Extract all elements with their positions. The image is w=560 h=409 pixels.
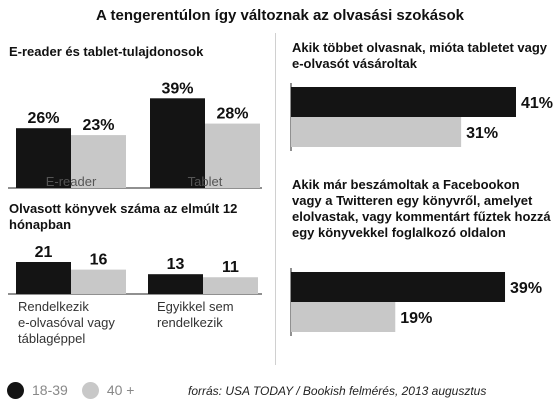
panel-books-title: Olvasott könyvek száma az elmúlt 12 hóna… [9, 201, 238, 232]
category-label-p2-0-line0: Rendelkezik [18, 299, 89, 314]
category-label-p2-1-line0: Egyikkel sem [157, 299, 234, 314]
bar-p4-s0 [291, 272, 506, 302]
value-label-p2-c1-s0: 13 [167, 256, 185, 273]
panel-divider [275, 33, 276, 365]
chart-title: A tengerentúlon így változnak az olvasás… [96, 7, 464, 24]
category-label-p1-1: Tablet [188, 174, 223, 189]
bar-p2-c0-s0 [16, 262, 71, 294]
value-label-p1-c1-s1: 28% [216, 106, 248, 123]
category-label-p2-0-line1: e-olvasóval vagy [18, 315, 115, 330]
bar-p3-s1 [291, 117, 462, 147]
panel-social-title: Akik már beszámoltak a Facebookon vagy a… [292, 177, 551, 240]
bar-p1-c1-s0 [150, 98, 205, 188]
legend-swatch-old [81, 381, 99, 399]
value-label-p3-s0: 41% [521, 95, 553, 112]
legend-label-old: 40 + [106, 382, 135, 398]
value-label-p2-c0-s0: 21 [35, 244, 53, 261]
value-label-p1-c0-s0: 26% [27, 110, 59, 127]
value-label-p1-c1-s0: 39% [161, 80, 193, 97]
bar-p3-s0 [291, 87, 516, 117]
category-label-p2-0-line2: táblagéppel [18, 331, 85, 346]
value-label-p3-s1: 31% [466, 125, 498, 142]
bar-p4-s1 [291, 302, 396, 332]
bar-p2-c1-s0 [148, 274, 203, 294]
value-label-p4-s0: 39% [510, 280, 542, 297]
legend-swatch-young [7, 381, 24, 399]
panel-ereader-title: E-reader és tablet-tulajdonosok [9, 44, 204, 59]
value-label-p4-s1: 19% [400, 310, 432, 327]
bar-p1-c0-s1 [71, 135, 126, 188]
category-label-p2-1-line1: rendelkezik [157, 315, 223, 330]
legend-label-young: 18-39 [32, 382, 68, 398]
legend-item-old: 40 + [81, 381, 135, 399]
value-label-p2-c0-s1: 16 [90, 252, 108, 269]
category-label-p1-0: E-reader [46, 174, 97, 189]
source-note: forrás: USA TODAY / Bookish felmérés, 20… [188, 384, 487, 398]
value-label-p1-c0-s1: 23% [82, 117, 114, 134]
legend-item-young: 18-39 [7, 381, 68, 399]
value-label-p2-c1-s1: 11 [222, 259, 239, 276]
bar-p1-c0-s0 [16, 128, 71, 188]
bar-p2-c1-s1 [203, 277, 258, 294]
panel-read-more-title: Akik többet olvasnak, mióta tabletet vag… [292, 40, 548, 71]
bar-p1-c1-s1 [205, 123, 260, 188]
legend: 18-39 40 + [7, 380, 148, 400]
bar-p2-c0-s1 [71, 269, 126, 294]
